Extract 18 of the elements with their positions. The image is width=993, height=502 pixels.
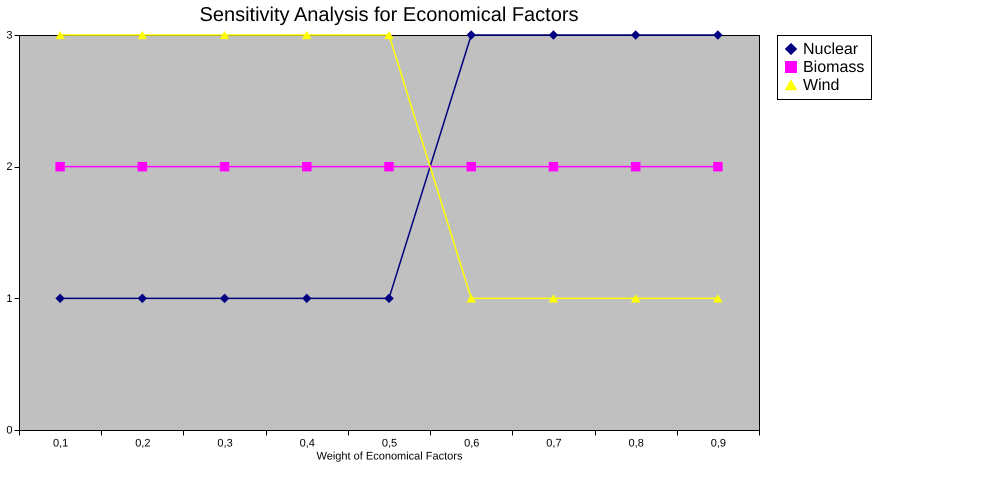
- legend-label: Wind: [803, 77, 840, 94]
- y-tick-label: 2: [6, 161, 12, 174]
- y-tick-label: 0: [6, 424, 12, 436]
- x-tick-label: 0,6: [464, 438, 480, 450]
- x-tick-label: 0,3: [217, 438, 233, 450]
- legend-label: Biomass: [803, 59, 864, 76]
- chart-title: Sensitivity Analysis for Economical Factors: [199, 4, 579, 26]
- x-tick-label: 0,4: [300, 438, 315, 450]
- x-tick-label: 0,5: [382, 438, 398, 450]
- x-tick-label: 0,8: [628, 438, 644, 450]
- x-tick-label: 0,2: [135, 438, 150, 450]
- x-axis-title: Weight of Economical Factors: [316, 450, 463, 462]
- x-tick-label: 0,1: [52, 438, 68, 450]
- x-tick-label: 0,9: [710, 438, 726, 450]
- y-tick-label: 1: [6, 292, 12, 305]
- legend-label: Nuclear: [803, 41, 859, 58]
- x-tick-label: 0,7: [546, 438, 562, 450]
- y-tick-label: 3: [6, 30, 12, 42]
